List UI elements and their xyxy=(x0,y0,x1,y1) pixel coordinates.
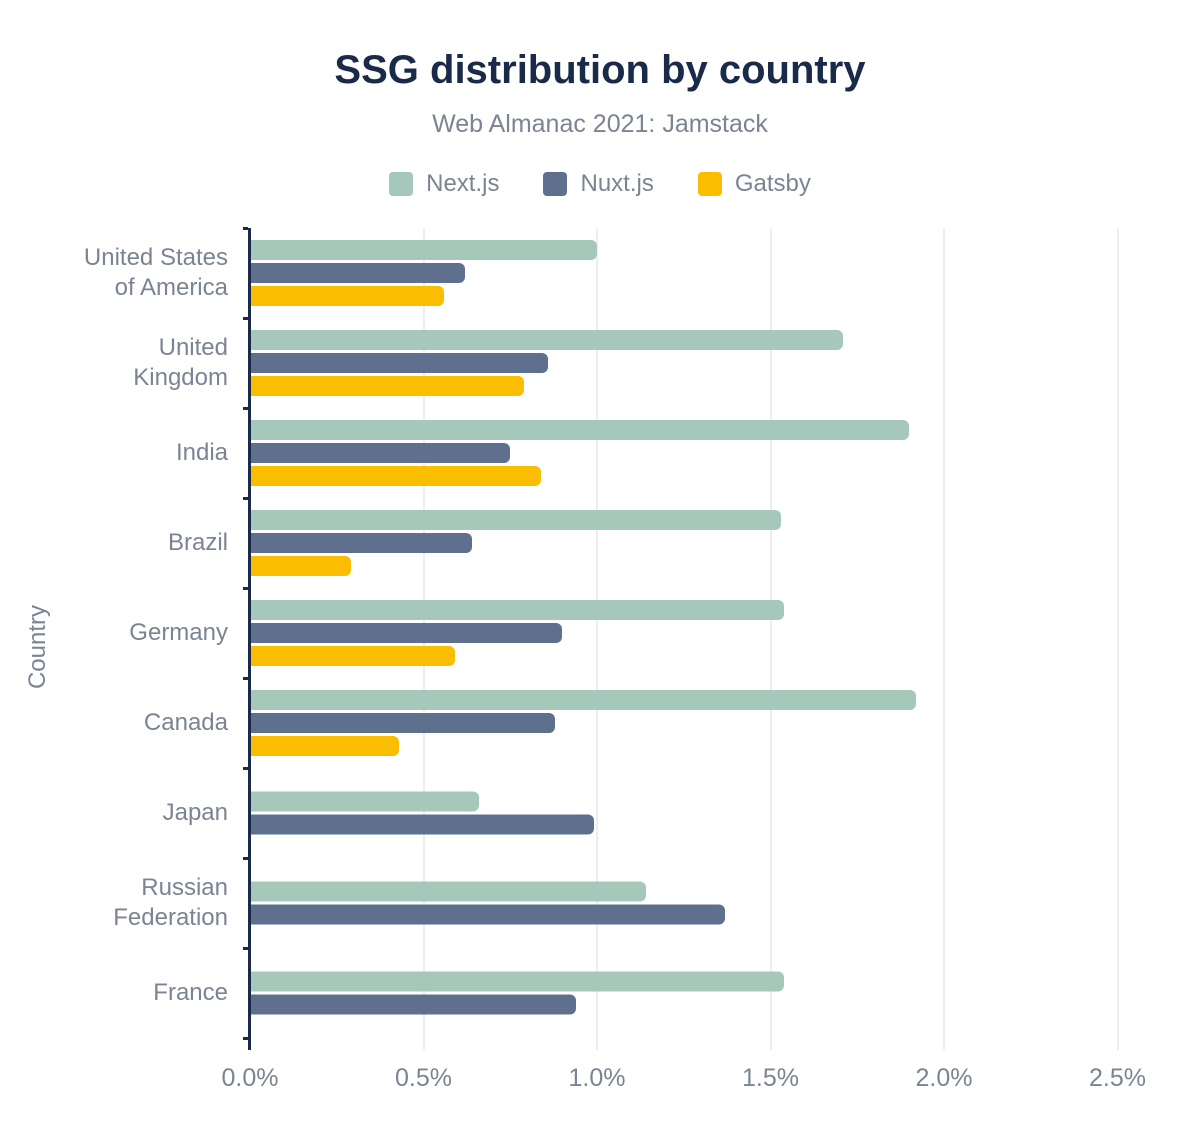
bar-nuxtjs xyxy=(250,814,594,835)
legend: Next.js Nuxt.js Gatsby xyxy=(0,170,1200,198)
gridline xyxy=(1116,228,1119,1050)
category-label: United States of America xyxy=(83,244,228,301)
bar-group xyxy=(250,240,597,306)
x-axis: 0.0% 0.5% 1.0% 1.5% 2.0% 2.5% xyxy=(0,1064,1200,1104)
bar-nextjs xyxy=(250,420,910,440)
category-label: Brazil xyxy=(167,529,228,556)
chart-row: Russian Federation xyxy=(0,858,1200,948)
legend-item-gatsby: Gatsby xyxy=(697,170,811,198)
category-tick xyxy=(243,586,248,590)
bar-gatsby xyxy=(250,376,525,396)
category-label: United Kingdom xyxy=(133,334,228,391)
bar-nuxtjs xyxy=(250,623,563,643)
legend-label: Next.js xyxy=(426,170,500,197)
chart-row: France xyxy=(0,948,1200,1038)
category-tick xyxy=(243,316,248,320)
chart-row: Canada xyxy=(0,678,1200,768)
category-label: India xyxy=(175,439,228,466)
x-tick-label: 2.0% xyxy=(915,1064,973,1092)
chart-row: Japan xyxy=(0,768,1200,858)
bar-nuxtjs xyxy=(250,713,556,733)
legend-swatch-icon xyxy=(697,172,722,196)
category-label: Russian Federation xyxy=(113,874,228,931)
bar-nextjs xyxy=(250,881,646,902)
bar-group xyxy=(250,971,785,1015)
chart-row: India xyxy=(0,408,1200,498)
bar-gatsby xyxy=(250,736,400,756)
chart-row: Germany xyxy=(0,588,1200,678)
bar-gatsby xyxy=(250,286,445,306)
bar-nextjs xyxy=(250,330,844,350)
bar-nuxtjs xyxy=(250,443,511,463)
legend-label: Nuxt.js xyxy=(580,170,654,197)
bar-group xyxy=(250,881,726,925)
bar-group xyxy=(250,510,781,576)
bar-group xyxy=(250,420,910,486)
bar-group xyxy=(250,330,844,396)
category-label: Japan xyxy=(162,799,228,826)
category-tick xyxy=(243,496,248,500)
legend-item-nuxtjs: Nuxt.js xyxy=(543,170,654,198)
bar-nuxtjs xyxy=(250,994,577,1015)
x-tick-label: 0.0% xyxy=(221,1064,279,1092)
bar-nextjs xyxy=(250,510,781,530)
chart-title: SSG distribution by country xyxy=(334,48,866,92)
bar-nextjs xyxy=(250,971,785,992)
gridline xyxy=(943,228,945,1050)
category-tick xyxy=(243,856,248,860)
bar-nextjs xyxy=(250,600,785,620)
bar-nextjs xyxy=(250,240,597,260)
legend-label: Gatsby xyxy=(734,170,811,197)
bar-gatsby xyxy=(250,646,455,666)
x-tick-label: 1.5% xyxy=(742,1064,799,1092)
x-tick-label: 1.0% xyxy=(568,1064,626,1092)
gridline xyxy=(769,228,772,1050)
category-tick xyxy=(243,226,248,230)
category-tick xyxy=(243,1036,248,1040)
bar-nuxtjs xyxy=(250,533,473,553)
legend-swatch-icon xyxy=(389,172,414,196)
bar-group xyxy=(250,600,785,666)
bar-nextjs xyxy=(250,791,480,812)
category-tick xyxy=(243,406,248,410)
category-label: Canada xyxy=(143,709,228,736)
bar-group xyxy=(250,690,917,756)
y-axis-title: Country xyxy=(24,604,51,690)
bar-nuxtjs xyxy=(250,904,726,925)
legend-item-nextjs: Next.js xyxy=(389,170,499,198)
chart-area: United States of America United Kingdom In… xyxy=(0,226,1200,1124)
bar-nextjs xyxy=(250,690,917,710)
category-tick xyxy=(243,946,248,950)
chart-row: United States of America xyxy=(0,228,1200,318)
chart-rows: United States of America United Kingdom In… xyxy=(0,228,1200,1038)
x-tick-label: 2.5% xyxy=(1089,1064,1146,1092)
bar-nuxtjs xyxy=(250,353,549,373)
bar-group xyxy=(250,791,594,835)
bar-gatsby xyxy=(250,466,542,486)
gridline xyxy=(596,228,598,1050)
category-label: France xyxy=(153,979,228,1006)
x-tick-label: 0.5% xyxy=(395,1064,452,1092)
category-tick xyxy=(243,766,248,770)
chart-row: Brazil xyxy=(0,498,1200,588)
bar-nuxtjs xyxy=(250,263,466,283)
chart-row: United Kingdom xyxy=(0,318,1200,408)
category-label: Germany xyxy=(129,619,228,646)
category-tick xyxy=(243,676,248,680)
bar-gatsby xyxy=(250,556,351,576)
y-axis-line xyxy=(248,228,251,1050)
legend-swatch-icon xyxy=(543,172,568,196)
chart-subtitle: Web Almanac 2021: Jamstack xyxy=(432,110,768,138)
